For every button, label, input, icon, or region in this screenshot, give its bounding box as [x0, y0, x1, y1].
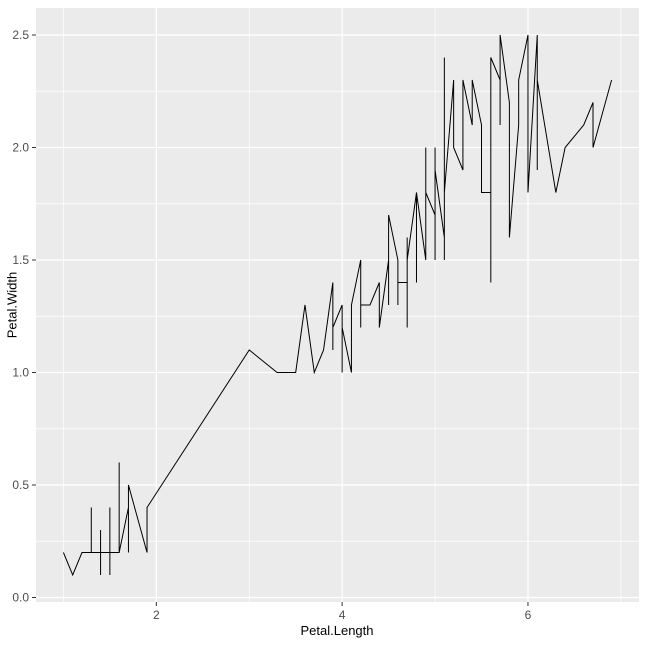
- x-tick-label: 2: [153, 608, 160, 622]
- y-tick-label: 1.5: [12, 253, 29, 267]
- y-tick-label: 0.5: [12, 478, 29, 492]
- y-tick-label: 0.0: [12, 591, 29, 605]
- y-tick-label: 2.0: [12, 141, 29, 155]
- y-tick-label: 1.0: [12, 366, 29, 380]
- x-tick-label: 6: [525, 608, 532, 622]
- plot-panel: [36, 8, 639, 602]
- y-axis-title: Petal.Width: [4, 271, 20, 339]
- y-tick-label: 2.5: [12, 28, 29, 42]
- x-tick-label: 4: [339, 608, 346, 622]
- data-line: [62, 34, 613, 577]
- x-axis-title: Petal.Length: [300, 623, 374, 638]
